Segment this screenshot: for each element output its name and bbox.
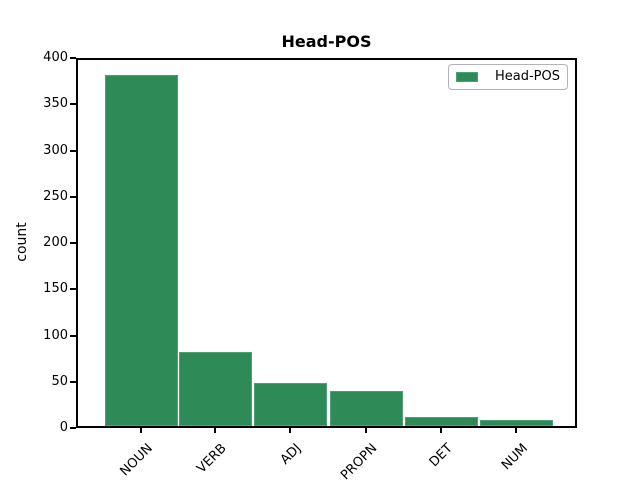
- bar-PROPN: [329, 390, 403, 426]
- x-tick-mark: [140, 428, 142, 433]
- bar-ADJ: [253, 383, 327, 426]
- x-tick-mark: [440, 428, 442, 433]
- y-tick-label: 50: [51, 373, 68, 389]
- x-tick-label-NUM: NUM: [498, 441, 531, 474]
- y-tick-mark: [70, 149, 76, 152]
- y-tick-label: 400: [43, 50, 68, 65]
- y-tick-label: 150: [43, 281, 68, 297]
- legend-label: Head-POS: [495, 69, 561, 84]
- y-tick-mark: [70, 103, 76, 106]
- bar-NUM: [479, 419, 553, 426]
- chart-title: Head-POS: [281, 32, 372, 51]
- y-tick-mark: [70, 380, 76, 383]
- bar-VERB: [178, 352, 252, 426]
- legend-swatch-icon: [456, 72, 478, 82]
- y-tick-label: 250: [43, 188, 68, 204]
- bar-NOUN: [104, 74, 178, 426]
- y-tick-label: 100: [43, 327, 68, 343]
- y-tick-mark: [70, 242, 76, 244]
- y-tick-label: 300: [43, 142, 68, 158]
- y-tick-label: 200: [43, 235, 68, 250]
- x-tick-mark: [289, 428, 291, 433]
- y-tick-mark: [70, 427, 76, 429]
- bar-DET: [404, 416, 478, 426]
- y-tick-mark: [70, 334, 76, 337]
- y-tick-mark: [70, 195, 76, 198]
- y-tick-label: 350: [43, 96, 68, 112]
- y-tick-label: 0: [59, 420, 68, 435]
- x-tick-mark: [214, 428, 216, 433]
- plot-area: [78, 60, 575, 426]
- legend: Head-POS: [448, 64, 568, 90]
- axes-frame: [76, 58, 577, 428]
- x-tick-mark: [365, 428, 367, 433]
- y-tick-mark: [70, 57, 76, 59]
- y-tick-mark: [70, 288, 76, 291]
- x-tick-mark: [515, 428, 517, 433]
